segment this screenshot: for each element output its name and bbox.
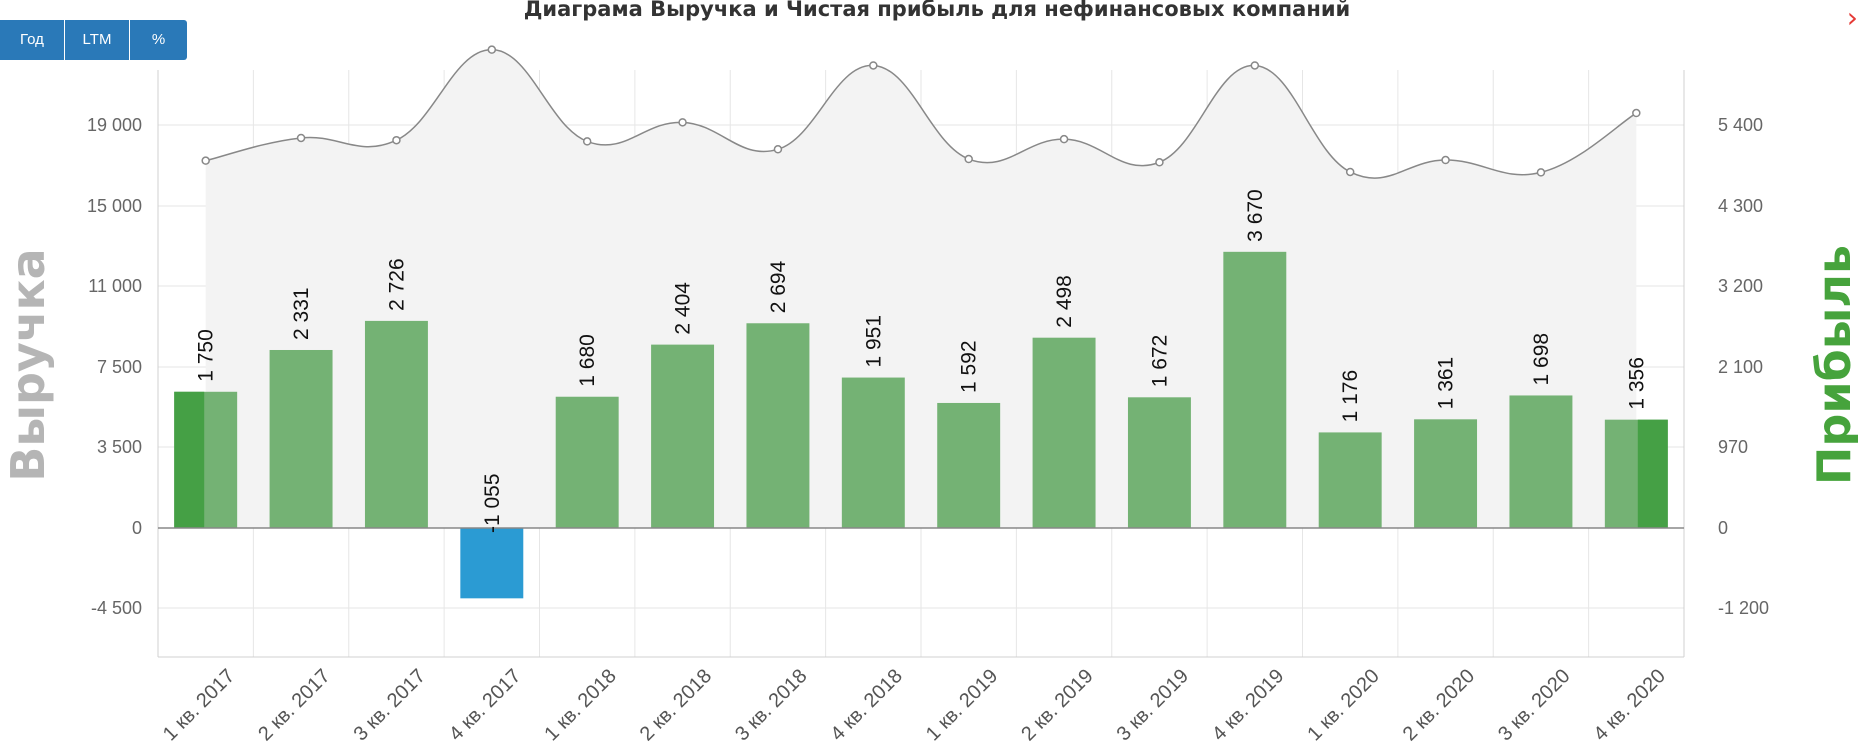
revenue-point — [296, 133, 306, 143]
right-tick-label: 970 — [1718, 437, 1748, 457]
revenue-point — [582, 137, 592, 146]
revenue-point — [1536, 168, 1546, 177]
profit-bar[interactable] — [1032, 337, 1096, 528]
profit-bar[interactable] — [746, 323, 810, 528]
bar-data-label: 2 726 — [385, 258, 408, 311]
profit-bar[interactable] — [1223, 251, 1287, 528]
x-tick-label: 1 кв. 2019 — [922, 665, 1002, 745]
bar-data-label: 1 361 — [1435, 357, 1458, 410]
bar-data-label: 1 176 — [1339, 370, 1362, 423]
profit-bar[interactable] — [555, 396, 619, 528]
profit-bar-accent — [1637, 419, 1668, 528]
revenue-point — [1345, 167, 1355, 177]
left-tick-label: 3 500 — [97, 437, 142, 457]
bar-data-label: 1 680 — [576, 334, 599, 387]
bar-data-label: 1 698 — [1530, 333, 1553, 386]
revenue-point — [1441, 155, 1450, 165]
x-tick-label: 1 кв. 2017 — [159, 665, 239, 745]
profit-bar[interactable] — [841, 377, 905, 528]
x-tick-label: 2 кв. 2017 — [254, 665, 334, 745]
revenue-point — [392, 135, 401, 145]
bar-data-label: 2 404 — [672, 282, 695, 335]
x-tick-label: 3 кв. 2017 — [350, 665, 430, 745]
percent-button[interactable]: % — [130, 20, 187, 60]
x-tick-label: 4 кв. 2019 — [1208, 665, 1288, 745]
profit-bar[interactable] — [1414, 419, 1478, 528]
revenue-point — [1632, 108, 1641, 118]
x-tick-label: 3 кв. 2020 — [1494, 665, 1574, 745]
left-axis-title: Выручка — [1, 248, 55, 481]
left-tick-label: 15 000 — [87, 196, 142, 216]
x-tick-label: 2 кв. 2018 — [636, 665, 716, 745]
revenue-point — [678, 118, 687, 127]
x-tick-label: 2 кв. 2019 — [1017, 665, 1097, 745]
right-tick-label: -1 200 — [1718, 598, 1769, 618]
x-tick-label: 4 кв. 2018 — [826, 665, 906, 745]
right-tick-label: 4 300 — [1718, 196, 1763, 216]
period-toggle-group: Год LTM % — [0, 20, 187, 60]
profit-bars — [174, 251, 1668, 599]
right-tick-label: 3 200 — [1718, 276, 1763, 296]
profit-bar[interactable] — [364, 320, 428, 528]
bar-data-label: 1 592 — [958, 340, 981, 393]
profit-bar[interactable] — [651, 344, 715, 528]
profit-bar[interactable] — [1318, 432, 1382, 528]
profit-bar[interactable] — [269, 349, 333, 528]
year-button[interactable]: Год — [0, 20, 65, 60]
right-tick-label: 5 400 — [1718, 115, 1763, 135]
revenue-point — [773, 145, 783, 154]
revenue-line — [205, 48, 1637, 179]
bar-data-label: 1 951 — [862, 315, 885, 368]
profit-bar-accent — [174, 391, 205, 528]
ltm-button[interactable]: LTM — [65, 20, 130, 60]
chart-title: Диаграма Выручка и Чистая прибыль для не… — [524, 0, 1351, 21]
right-axis-title: Прибыль — [1807, 245, 1858, 485]
bar-data-label: 2 498 — [1053, 275, 1076, 328]
bar-data-label: 1 356 — [1625, 357, 1648, 410]
x-tick-label: 1 кв. 2018 — [540, 665, 620, 745]
right-tick-label: 0 — [1718, 518, 1728, 538]
x-tick-label: 2 кв. 2020 — [1399, 665, 1479, 745]
revenue-point — [1155, 158, 1164, 167]
revenue-point — [869, 61, 878, 70]
x-tick-label: 4 кв. 2017 — [445, 665, 525, 745]
profit-bar[interactable] — [1127, 397, 1191, 528]
revenue-point — [1250, 61, 1260, 70]
profit-bar[interactable] — [937, 402, 1001, 528]
data-labels: 1 750 2 331 2 726 -1 055 1 680 2 404 2 694 1 95… — [195, 189, 1649, 533]
profit-bar[interactable] — [1509, 395, 1573, 528]
left-tick-label: -4 500 — [91, 598, 142, 618]
bar-data-label: 3 670 — [1244, 189, 1267, 242]
x-tick-label: 3 кв. 2018 — [731, 665, 811, 745]
close-icon[interactable]: › — [1846, 1, 1858, 34]
left-tick-label: 11 000 — [88, 276, 142, 296]
bar-data-label: 2 331 — [290, 287, 313, 340]
bar-data-label: 1 750 — [195, 329, 218, 382]
bar-data-label: -1 055 — [481, 473, 504, 533]
left-tick-label: 19 000 — [87, 115, 142, 135]
x-tick-label: 3 кв. 2019 — [1113, 665, 1193, 745]
right-tick-label: 2 100 — [1718, 357, 1763, 377]
revenue-point — [201, 156, 210, 165]
revenue-point — [1059, 134, 1069, 144]
bar-data-label: 1 672 — [1148, 335, 1171, 388]
left-tick-label: 7 500 — [97, 357, 142, 377]
x-tick-label: 1 кв. 2020 — [1303, 665, 1383, 745]
revenue-point — [964, 154, 973, 164]
revenue-point — [487, 45, 497, 54]
left-tick-label: 0 — [132, 518, 142, 538]
x-tick-label: 4 кв. 2020 — [1589, 665, 1669, 745]
bar-data-label: 2 694 — [767, 260, 790, 313]
profit-bar[interactable] — [460, 528, 524, 599]
